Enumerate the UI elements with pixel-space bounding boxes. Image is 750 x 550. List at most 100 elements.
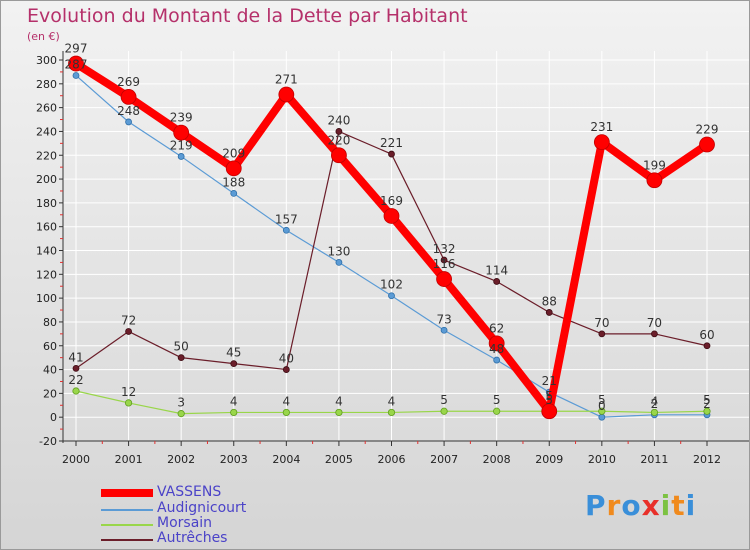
legend-item-audignicourt: Audignicourt xyxy=(101,500,301,518)
data-point-morsain xyxy=(493,407,501,415)
data-point-audignicourt xyxy=(493,356,501,364)
data-point-vassens xyxy=(278,86,295,103)
logo-letter: i xyxy=(685,489,697,522)
logo-letter: i xyxy=(660,489,672,522)
data-point-autreches xyxy=(598,330,606,338)
x-tick-label: 2002 xyxy=(167,453,195,466)
data-point-autreches xyxy=(230,360,238,368)
data-label-audignicourt: 2 xyxy=(703,397,711,411)
data-label-autreches: 72 xyxy=(121,313,136,327)
data-point-morsain xyxy=(440,407,448,415)
data-label-autreches: 221 xyxy=(380,136,403,150)
data-label-morsain: 5 xyxy=(440,393,448,407)
data-label-audignicourt: 2 xyxy=(651,397,659,411)
y-tick-label: 200 xyxy=(36,173,57,186)
data-label-morsain: 5 xyxy=(703,393,711,407)
data-point-audignicourt xyxy=(440,326,448,334)
data-point-vassens xyxy=(593,134,610,151)
data-label-autreches: 41 xyxy=(68,350,83,364)
y-tick-label: 260 xyxy=(36,102,57,115)
data-point-vassens xyxy=(68,55,84,72)
data-label-morsain: 5 xyxy=(545,393,553,407)
data-label-vassens: 169 xyxy=(380,194,403,208)
proxiti-logo: Proxiti xyxy=(585,489,696,522)
data-label-morsain: 4 xyxy=(335,394,343,408)
data-label-morsain: 22 xyxy=(68,373,83,387)
x-tick-label: 2000 xyxy=(62,453,90,466)
data-point-autreches xyxy=(335,128,343,135)
data-label-audignicourt: 48 xyxy=(489,342,504,356)
logo-letter: P xyxy=(585,489,607,522)
data-point-morsain xyxy=(230,408,238,417)
legend-item-autreches: Autrêches xyxy=(101,530,301,548)
data-label-autreches: 88 xyxy=(542,294,557,308)
data-label-autreches: 70 xyxy=(594,316,609,330)
data-label-audignicourt: 188 xyxy=(222,175,245,189)
data-label-audignicourt: 219 xyxy=(170,138,193,152)
legend-swatch-autreches xyxy=(101,539,153,541)
legend-swatch-vassens xyxy=(101,489,153,497)
x-tick-label: 2008 xyxy=(483,453,511,466)
data-label-vassens: 297 xyxy=(65,42,88,56)
x-tick-label: 2012 xyxy=(693,453,721,466)
y-tick-label: 20 xyxy=(43,387,57,400)
data-point-autreches xyxy=(651,330,658,338)
data-point-vassens xyxy=(173,124,190,141)
y-tick-label: 0 xyxy=(50,411,57,424)
data-point-autreches xyxy=(440,256,448,264)
data-label-audignicourt: 287 xyxy=(65,57,88,71)
y-tick-label: 100 xyxy=(36,292,57,305)
data-point-vassens xyxy=(225,160,242,177)
data-label-vassens: 199 xyxy=(643,158,666,172)
y-tick-label: 280 xyxy=(36,78,57,91)
y-tick-label: 40 xyxy=(43,364,57,377)
data-point-audignicourt xyxy=(335,259,343,266)
data-label-audignicourt: 248 xyxy=(117,104,140,118)
data-label-morsain: 5 xyxy=(598,393,606,407)
data-point-morsain xyxy=(598,407,606,415)
data-label-morsain: 4 xyxy=(651,394,659,408)
data-point-morsain xyxy=(124,399,133,407)
data-label-autreches: 70 xyxy=(647,316,662,330)
data-label-morsain: 5 xyxy=(493,393,501,407)
data-point-morsain xyxy=(703,407,711,415)
y-tick-label: 300 xyxy=(36,54,57,67)
legend-swatch-morsain xyxy=(101,524,153,526)
y-axis-unit-label: (en €) xyxy=(27,30,60,43)
x-tick-label: 2003 xyxy=(220,453,248,466)
chart-title: Evolution du Montant de la Dette par Hab… xyxy=(27,5,468,27)
y-tick-label: 80 xyxy=(43,316,57,329)
legend-label-audignicourt: Audignicourt xyxy=(157,500,247,516)
data-label-morsain: 4 xyxy=(230,394,238,408)
data-point-morsain xyxy=(335,408,343,417)
data-point-autreches xyxy=(125,328,132,335)
legend-label-morsain: Morsain xyxy=(157,515,213,531)
data-point-vassens xyxy=(120,89,137,105)
data-label-audignicourt: 21 xyxy=(542,374,557,388)
data-label-autreches: 50 xyxy=(174,340,189,354)
data-label-vassens: 269 xyxy=(117,75,140,89)
data-point-autreches xyxy=(388,150,395,158)
data-point-vassens xyxy=(541,403,558,420)
data-point-audignicourt xyxy=(125,118,132,126)
y-tick-label: 240 xyxy=(36,125,57,138)
data-point-morsain xyxy=(72,387,80,395)
data-label-audignicourt: 130 xyxy=(327,244,350,258)
data-point-vassens xyxy=(488,335,505,352)
legend-label-autreches: Autrêches xyxy=(157,530,228,546)
data-label-autreches: 114 xyxy=(485,263,508,277)
data-point-audignicourt xyxy=(72,72,80,79)
legend-label-vassens: VASSENS xyxy=(157,484,222,500)
data-label-vassens: 116 xyxy=(433,257,456,271)
logo-letter: o xyxy=(621,489,642,522)
y-tick-label: 120 xyxy=(36,268,57,281)
data-point-morsain xyxy=(387,408,396,417)
y-tick-label: 180 xyxy=(36,197,57,210)
x-tick-label: 2010 xyxy=(588,453,616,466)
data-point-autreches xyxy=(72,364,80,372)
data-label-audignicourt: 73 xyxy=(436,312,451,326)
data-point-morsain xyxy=(650,408,659,417)
data-point-vassens xyxy=(436,271,452,287)
data-point-audignicourt xyxy=(177,153,185,160)
